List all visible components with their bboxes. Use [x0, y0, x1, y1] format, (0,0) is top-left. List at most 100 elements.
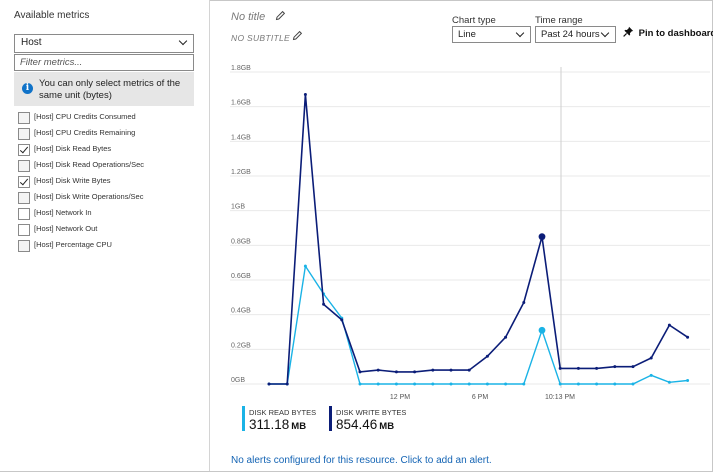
- data-point: [522, 382, 526, 386]
- data-point: [303, 264, 307, 268]
- metric-checkbox[interactable]: [18, 112, 30, 124]
- y-tick-label: 0.8GB: [231, 238, 251, 245]
- chart-type-select[interactable]: Line: [452, 26, 531, 43]
- data-point: [431, 368, 435, 372]
- metric-label: [Host] Network In: [34, 208, 92, 217]
- metric-label: [Host] Disk Read Operations/Sec: [34, 160, 145, 169]
- metric-checkbox-checked[interactable]: [18, 176, 30, 188]
- x-tick-label: 10:13 PM: [545, 394, 575, 400]
- data-point: [413, 370, 417, 374]
- data-point: [358, 382, 362, 386]
- data-point: [686, 379, 690, 383]
- y-tick-label: 0.2GB: [231, 342, 251, 349]
- legend-write-value: 854.46: [336, 417, 378, 432]
- time-range-select[interactable]: Past 24 hours: [535, 26, 616, 43]
- metric-checkbox[interactable]: [18, 208, 30, 220]
- y-tick-label: 1.4GB: [231, 134, 251, 141]
- edit-title-icon[interactable]: [275, 10, 286, 21]
- metric-label: [Host] CPU Credits Consumed: [34, 112, 136, 121]
- y-tick-label: 1.2GB: [231, 169, 251, 176]
- data-point: [538, 233, 546, 241]
- metric-item[interactable]: [Host] Disk Read Bytes: [18, 144, 203, 156]
- data-point: [667, 380, 671, 384]
- pin-label: Pin to dashboard: [638, 28, 713, 39]
- chevron-down-icon: [178, 36, 188, 46]
- data-point: [522, 301, 526, 305]
- data-point: [504, 382, 508, 386]
- data-point: [558, 382, 562, 386]
- metric-item[interactable]: [Host] Network Out: [18, 224, 203, 236]
- metric-checkbox-checked[interactable]: [18, 144, 30, 156]
- metric-checkbox[interactable]: [18, 192, 30, 204]
- data-point: [358, 370, 362, 374]
- data-point: [467, 382, 471, 386]
- metric-item[interactable]: [Host] CPU Credits Consumed: [18, 112, 203, 124]
- time-range-value: Past 24 hours: [541, 28, 600, 40]
- metric-label: [Host] Network Out: [34, 224, 98, 233]
- chart-type-label: Chart type: [452, 15, 496, 26]
- legend-read-value: 311.18: [249, 417, 290, 432]
- data-point: [667, 323, 671, 327]
- legend-read-name: DISK READ BYTES: [249, 408, 317, 417]
- metric-checkbox[interactable]: [18, 224, 30, 236]
- y-tick-label: 1.6GB: [231, 100, 251, 107]
- data-point: [485, 382, 489, 386]
- y-tick-label: 1GB: [231, 204, 245, 211]
- series-line-disk-read: [269, 264, 688, 385]
- data-point: [538, 326, 546, 334]
- data-point: [376, 368, 380, 372]
- check-icon: [19, 144, 29, 154]
- metric-item[interactable]: [Host] Percentage CPU: [18, 240, 203, 252]
- chart-title[interactable]: No title: [231, 11, 266, 23]
- sidebar-title: Available metrics: [14, 10, 90, 21]
- data-point: [595, 382, 599, 386]
- data-point: [303, 93, 307, 97]
- metric-item[interactable]: [Host] CPU Credits Remaining: [18, 128, 203, 140]
- metric-label: [Host] Disk Write Operations/Sec: [34, 192, 144, 201]
- data-point: [394, 370, 398, 374]
- data-point: [322, 302, 326, 306]
- resource-select[interactable]: Host: [14, 34, 194, 53]
- metric-item[interactable]: [Host] Network In: [18, 208, 203, 220]
- filter-metrics-input[interactable]: Filter metrics...: [14, 54, 194, 71]
- metric-item[interactable]: [Host] Disk Read Operations/Sec: [18, 160, 203, 172]
- data-point: [467, 368, 471, 372]
- metric-checkbox[interactable]: [18, 240, 30, 252]
- data-point: [649, 356, 653, 360]
- chart-subtitle[interactable]: NO SUBTITLE: [231, 33, 291, 43]
- metric-label: [Host] Percentage CPU: [34, 240, 112, 249]
- data-point: [631, 365, 635, 369]
- metric-checkbox[interactable]: [18, 128, 30, 140]
- check-icon: [19, 176, 29, 186]
- legend-write-total: 854.46 MB: [336, 417, 394, 432]
- metrics-line-chart: 0GB 0.2GB 0.4GB 0.6GB 0.8GB 1GB 1.2GB 1.4GB 1.6G…: [230, 65, 710, 400]
- y-tick-label: 0GB: [231, 377, 245, 384]
- data-point: [431, 382, 435, 386]
- metrics-sidebar: Available metrics Host Filter metrics...…: [0, 0, 210, 471]
- data-point: [285, 382, 289, 386]
- metric-item[interactable]: [Host] Disk Write Bytes: [18, 176, 203, 188]
- data-point: [485, 354, 489, 358]
- metric-label: [Host] CPU Credits Remaining: [34, 128, 136, 137]
- edit-subtitle-icon[interactable]: [292, 30, 303, 41]
- data-point: [595, 366, 599, 370]
- alerts-link[interactable]: No alerts configured for this resource. …: [231, 455, 492, 466]
- data-point: [649, 373, 653, 377]
- metric-item[interactable]: [Host] Disk Write Operations/Sec: [18, 192, 203, 204]
- data-point: [576, 366, 580, 370]
- data-point: [613, 382, 617, 386]
- data-point: [413, 382, 417, 386]
- legend-write-name: DISK WRITE BYTES: [336, 408, 407, 417]
- x-tick-label: 12 PM: [390, 394, 410, 400]
- resource-select-value: Host: [21, 37, 42, 48]
- x-tick-label: 6 PM: [472, 394, 489, 400]
- pin-to-dashboard-button[interactable]: Pin to dashboard: [623, 26, 713, 39]
- metric-label: [Host] Disk Read Bytes: [34, 144, 112, 153]
- y-tick-label: 0.6GB: [231, 273, 251, 280]
- data-point: [576, 382, 580, 386]
- data-point: [631, 382, 635, 386]
- chart-type-value: Line: [458, 28, 476, 40]
- series-line-disk-write: [269, 94, 689, 385]
- legend-read-total: 311.18 MB: [249, 417, 306, 432]
- metric-checkbox[interactable]: [18, 160, 30, 172]
